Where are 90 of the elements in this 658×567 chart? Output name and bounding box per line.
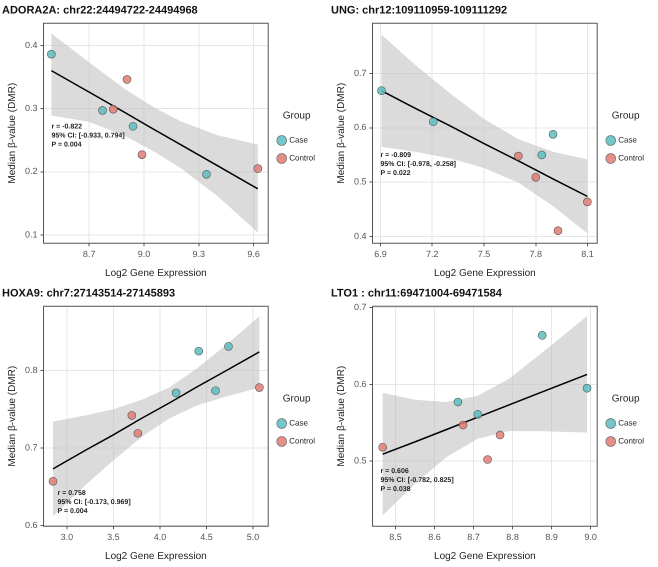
x-tick-label: 8.8: [506, 532, 519, 542]
legend-label: Case: [289, 418, 308, 428]
y-tick-label: 0.5: [354, 176, 367, 187]
legend-title: Group: [612, 393, 640, 404]
legend-label: Control: [618, 154, 644, 163]
x-tick-label: 9.0: [584, 532, 597, 542]
chart-title: ADORA2A: chr22:24494722-24494968: [2, 4, 198, 17]
point: [172, 388, 180, 398]
point: [108, 104, 118, 114]
legend-label: Case: [289, 136, 308, 145]
y-tick-label: 0.7: [354, 68, 367, 78]
legend-label: Control: [289, 154, 316, 163]
legend-title: Group: [282, 393, 311, 404]
point: [514, 152, 523, 160]
x-tick-label: 8.7: [82, 249, 96, 260]
point: [194, 346, 204, 356]
x-axis-title: Log2 Gene Expression: [434, 268, 536, 279]
point: [531, 173, 540, 182]
x-tick-label: 7.2: [426, 249, 438, 260]
point: [583, 198, 592, 206]
chart-title: HOXA9: chr7:27143514-27145893: [2, 288, 176, 300]
y-tick-label: 0.3: [24, 103, 38, 114]
point: [48, 476, 58, 486]
y-tick-label: 0.6: [354, 378, 367, 389]
y-axis-title: Median β-value (DMR): [336, 366, 347, 467]
point: [224, 342, 233, 351]
point: [458, 420, 468, 430]
x-tick-label: 7.8: [530, 249, 542, 260]
point: [474, 410, 482, 419]
y-tick-label: 0.1: [24, 229, 38, 240]
x-tick-label: 8.1: [581, 249, 594, 260]
legend-label: Control: [289, 436, 316, 446]
point: [538, 331, 547, 340]
x-axis-title: Log2 Gene Expression: [104, 268, 207, 279]
legend-title: Group: [612, 110, 640, 122]
point: [128, 122, 138, 131]
x-tick-label: 9.6: [247, 249, 260, 260]
y-tick-label: 0.8: [24, 364, 38, 375]
x-tick-label: 8.5: [389, 532, 402, 542]
y-tick-label: 0.6: [354, 122, 367, 132]
y-axis-title: Median β-value (DMR): [6, 366, 18, 467]
point: [138, 150, 146, 159]
point: [548, 130, 558, 139]
x-tick-label: 6.9: [374, 249, 387, 260]
point: [496, 430, 504, 440]
x-tick-label: 4.0: [154, 532, 166, 542]
chart-title: UNG: chr12:109110959-109111292: [331, 4, 508, 17]
x-axis-title: Log2 Gene Expression: [434, 550, 536, 562]
point: [122, 75, 132, 84]
legend-label: Case: [618, 418, 638, 428]
y-tick-label: 0.7: [24, 442, 38, 452]
x-tick-label: 5.0: [246, 532, 260, 542]
point: [98, 106, 107, 115]
legend-label: Case: [618, 136, 638, 145]
point: [454, 398, 462, 406]
x-tick-label: 3.5: [107, 532, 120, 542]
y-tick-label: 0.4: [24, 40, 38, 50]
legend-title: Group: [282, 110, 311, 122]
point: [134, 428, 142, 438]
y-axis-title: Median β-value (DMR): [6, 82, 18, 184]
x-tick-label: 7.5: [478, 249, 490, 260]
point: [582, 384, 592, 393]
point: [377, 86, 386, 96]
x-tick-label: 9.0: [138, 249, 150, 260]
y-tick-label: 0.2: [24, 166, 38, 176]
point: [378, 442, 387, 452]
y-tick-label: 0.5: [354, 456, 367, 466]
legend-label: Control: [618, 436, 644, 446]
y-tick-label: 0.6: [24, 520, 38, 530]
y-tick-label: 0.4: [354, 231, 367, 242]
x-tick-label: 4.5: [200, 532, 213, 542]
point: [47, 50, 56, 58]
x-tick-label: 8.7: [467, 532, 480, 542]
x-tick-label: 3.0: [60, 532, 74, 542]
x-tick-label: 9.3: [192, 249, 206, 260]
x-tick-label: 8.9: [545, 532, 558, 542]
point: [538, 150, 546, 160]
point: [428, 117, 438, 126]
point: [483, 455, 492, 464]
x-axis-title: Log2 Gene Expression: [104, 550, 207, 562]
point: [255, 383, 264, 392]
x-tick-label: 8.6: [428, 532, 441, 542]
point: [254, 164, 262, 173]
point: [202, 170, 211, 179]
point: [554, 226, 562, 235]
point: [211, 386, 220, 395]
y-axis-title: Median β-value (DMR): [336, 82, 347, 184]
y-tick-label: 0.7: [354, 302, 367, 312]
point: [128, 411, 136, 420]
chart-title: LTO1 : chr11:69471004-69471584: [331, 288, 503, 300]
